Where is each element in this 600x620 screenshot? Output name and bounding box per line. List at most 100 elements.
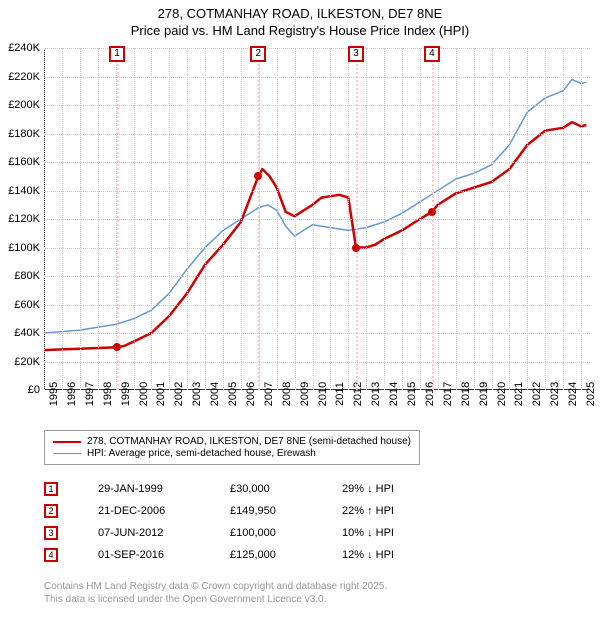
title-address: 278, COTMANHAY ROAD, ILKESTON, DE7 8NE: [0, 6, 600, 21]
x-tick-label: 2021: [513, 382, 525, 406]
x-tick-label: 2023: [549, 382, 561, 406]
x-tick-label: 1997: [84, 382, 96, 406]
sale-marker-line: [432, 48, 434, 390]
x-tick-label: 2018: [460, 382, 472, 406]
gridline-v: [545, 48, 546, 390]
row-date: 21-DEC-2006: [98, 505, 218, 517]
row-marker: 2: [44, 504, 58, 518]
x-tick-label: 2015: [406, 382, 418, 406]
y-tick-label: £240K: [0, 42, 40, 54]
gridline-v: [563, 48, 564, 390]
series-hpi: [44, 79, 586, 333]
legend-label: 278, COTMANHAY ROAD, ILKESTON, DE7 8NE (…: [87, 436, 411, 447]
gridline-v: [348, 48, 349, 390]
chart-title: 278, COTMANHAY ROAD, ILKESTON, DE7 8NE P…: [0, 0, 600, 38]
row-diff: 22% ↑ HPI: [342, 505, 442, 517]
x-tick-label: 2002: [173, 382, 185, 406]
x-tick-label: 1995: [48, 382, 60, 406]
gridline-h: [44, 362, 590, 363]
x-tick-label: 1998: [102, 382, 114, 406]
transaction-table: 129-JAN-1999£30,00029% ↓ HPI221-DEC-2006…: [44, 478, 442, 566]
gridline-h: [44, 105, 590, 106]
y-tick-label: £0: [0, 384, 40, 396]
gridline-h: [44, 305, 590, 306]
gridline-v: [438, 48, 439, 390]
gridline-v: [330, 48, 331, 390]
y-tick-label: £200K: [0, 99, 40, 111]
x-tick-label: 2025: [585, 382, 597, 406]
row-date: 01-SEP-2016: [98, 549, 218, 561]
gridline-v: [295, 48, 296, 390]
x-tick-label: 1999: [120, 382, 132, 406]
gridline-h: [44, 219, 590, 220]
y-tick-label: £20K: [0, 356, 40, 368]
chart-legend: 278, COTMANHAY ROAD, ILKESTON, DE7 8NE (…: [44, 430, 420, 465]
gridline-v: [62, 48, 63, 390]
gridline-h: [44, 134, 590, 135]
x-tick-label: 2004: [209, 382, 221, 406]
gridline-v: [44, 48, 45, 390]
gridline-v: [80, 48, 81, 390]
gridline-v: [474, 48, 475, 390]
series-price_paid: [44, 122, 586, 350]
x-tick-label: 2003: [191, 382, 203, 406]
row-marker: 3: [44, 526, 58, 540]
sale-marker-label: 2: [250, 46, 266, 62]
x-tick-label: 2020: [496, 382, 508, 406]
x-tick-label: 2017: [442, 382, 454, 406]
gridline-v: [456, 48, 457, 390]
legend-item: 278, COTMANHAY ROAD, ILKESTON, DE7 8NE (…: [53, 436, 411, 447]
sale-marker-point: [352, 244, 360, 252]
gridline-h: [44, 191, 590, 192]
legend-label: HPI: Average price, semi-detached house,…: [87, 448, 316, 459]
y-tick-label: £220K: [0, 71, 40, 83]
gridline-v: [205, 48, 206, 390]
gridline-v: [492, 48, 493, 390]
footer-line2: This data is licensed under the Open Gov…: [44, 593, 387, 606]
sale-marker-line: [258, 48, 260, 390]
gridline-v: [169, 48, 170, 390]
row-price: £125,000: [230, 549, 330, 561]
chart-plot-area: £0£20K£40K£60K£80K£100K£120K£140K£160K£1…: [44, 48, 590, 390]
sale-marker-point: [428, 208, 436, 216]
gridline-v: [509, 48, 510, 390]
row-date: 29-JAN-1999: [98, 483, 218, 495]
legend-item: HPI: Average price, semi-detached house,…: [53, 448, 411, 459]
table-row: 307-JUN-2012£100,00010% ↓ HPI: [44, 522, 442, 544]
row-price: £30,000: [230, 483, 330, 495]
gridline-v: [98, 48, 99, 390]
gridline-h: [44, 77, 590, 78]
gridline-h: [44, 48, 590, 49]
gridline-v: [223, 48, 224, 390]
row-marker: 1: [44, 482, 58, 496]
row-price: £149,950: [230, 505, 330, 517]
gridline-v: [527, 48, 528, 390]
table-row: 401-SEP-2016£125,00012% ↓ HPI: [44, 544, 442, 566]
sale-marker-label: 1: [109, 46, 125, 62]
gridline-v: [134, 48, 135, 390]
gridline-v: [420, 48, 421, 390]
y-tick-label: £80K: [0, 270, 40, 282]
footer-attribution: Contains HM Land Registry data © Crown c…: [44, 580, 387, 606]
row-price: £100,000: [230, 527, 330, 539]
table-row: 2 21-DEC-2006 £149,950 22% ↑ HPI: [44, 500, 442, 522]
sale-marker-line: [356, 48, 358, 390]
gridline-v: [366, 48, 367, 390]
x-tick-label: 2013: [370, 382, 382, 406]
gridline-v: [277, 48, 278, 390]
table-row: 129-JAN-1999£30,00029% ↓ HPI: [44, 478, 442, 500]
gridline-h: [44, 333, 590, 334]
y-tick-label: £60K: [0, 299, 40, 311]
y-tick-label: £160K: [0, 156, 40, 168]
footer-line1: Contains HM Land Registry data © Crown c…: [44, 580, 387, 593]
gridline-v: [241, 48, 242, 390]
gridline-v: [384, 48, 385, 390]
sale-marker-label: 3: [348, 46, 364, 62]
gridline-h: [44, 248, 590, 249]
y-tick-label: £40K: [0, 327, 40, 339]
row-date: 07-JUN-2012: [98, 527, 218, 539]
x-tick-label: 2024: [567, 382, 579, 406]
gridline-h: [44, 276, 590, 277]
x-tick-label: 2014: [388, 382, 400, 406]
x-tick-label: 2012: [352, 382, 364, 406]
